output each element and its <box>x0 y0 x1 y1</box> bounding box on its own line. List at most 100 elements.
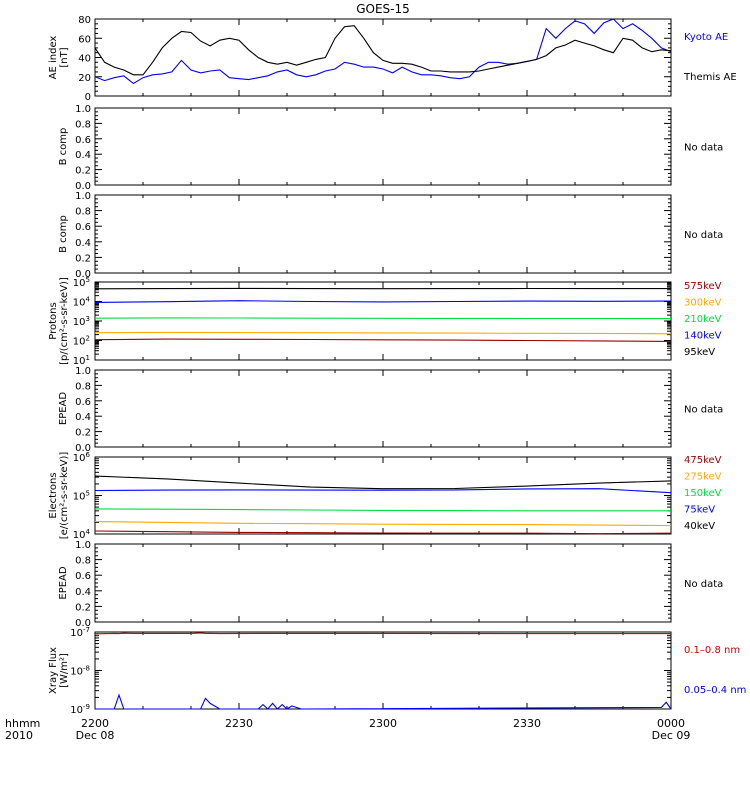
y-tick-label: 0.8 <box>75 207 91 218</box>
y-tick-label: 80 <box>78 15 91 26</box>
date-label-end: Dec 09 <box>652 729 691 742</box>
no-data-label: No data <box>684 230 723 241</box>
time-axis-left-label: 2010 <box>5 729 33 742</box>
legend-entry: 40keV <box>684 521 715 532</box>
y-tick-label: 0.6 <box>75 397 91 408</box>
y-tick-label: 20 <box>78 73 91 84</box>
panel-group: 0 20 40 60 80 AE index[nT] Kyoto AE Themis AE 0.… <box>48 15 746 716</box>
y-axis-label: [p/(cm²-s-sr-keV)] <box>59 277 70 365</box>
series-line-140kev <box>95 301 671 303</box>
legend-entry: 75keV <box>684 505 715 516</box>
y-tick-label: 103 <box>73 315 90 328</box>
y-tick-label: 1.0 <box>75 366 91 377</box>
time-tick-label: 2330 <box>513 717 541 730</box>
y-axis-label: EPEAD <box>58 566 69 600</box>
y-axis-label: B comp <box>58 128 69 166</box>
no-data-label: No data <box>684 143 723 154</box>
no-data-label: No data <box>684 579 723 590</box>
y-tick-label: 102 <box>73 335 90 348</box>
y-axis-label: Electrons <box>48 472 59 518</box>
y-tick-label: 1.0 <box>75 540 91 551</box>
legend-entry: 475keV <box>684 455 722 466</box>
panel-ae: 0 20 40 60 80 AE index[nT] Kyoto AE Themis AE <box>48 15 737 103</box>
y-tick-label: 104 <box>73 296 91 309</box>
y-tick-label: 0.2 <box>75 602 91 613</box>
legend-entry: 0.1–0.8 nm <box>684 645 740 656</box>
series-line-themis-ae <box>95 26 671 75</box>
y-tick-label: 0.4 <box>75 150 91 161</box>
y-tick-label: 0.2 <box>75 253 91 264</box>
panel-frame <box>95 108 671 185</box>
y-axis-label: AE index <box>48 36 59 80</box>
y-tick-label: 0 <box>85 92 91 103</box>
panel-frame <box>95 195 671 273</box>
panel-protons: 101102103104105Protons[p/(cm²-s-sr-keV)]… <box>48 276 722 367</box>
y-tick-label: 10-8 <box>70 665 90 678</box>
legend-entry: Themis AE <box>683 72 737 83</box>
time-tick-label: 2230 <box>225 717 253 730</box>
legend-entry: 300keV <box>684 298 722 309</box>
legend-entry: 95keV <box>684 347 715 358</box>
y-tick-label: 0.8 <box>75 556 91 567</box>
y-tick-label: 0.8 <box>75 119 91 130</box>
y-tick-label: 40 <box>78 54 91 65</box>
y-tick-label: 10-9 <box>70 703 90 716</box>
y-tick-label: 0.4 <box>75 412 91 423</box>
y-axis-label: [nT] <box>59 47 70 67</box>
y-tick-label: 0.6 <box>75 571 91 582</box>
y-tick-label: 0.4 <box>75 238 91 249</box>
y-tick-label: 0.8 <box>75 381 91 392</box>
y-tick-label: 0.6 <box>75 135 91 146</box>
panel-frame <box>95 19 671 96</box>
y-tick-label: 10-7 <box>70 626 90 639</box>
y-tick-label: 1.0 <box>75 104 91 115</box>
y-axis-label: [W/m²] <box>59 653 70 688</box>
series-line-210kev <box>95 318 671 319</box>
y-tick-label: 105 <box>73 490 90 503</box>
time-axis: hhmm 2010 2200 2230 2300 2330 0000 Dec 0… <box>5 717 690 742</box>
y-tick-label: 60 <box>78 34 91 45</box>
y-tick-label: 1.0 <box>75 191 91 202</box>
series-line-575kev <box>95 339 671 341</box>
y-tick-label: 0.2 <box>75 166 91 177</box>
y-tick-label: 0.2 <box>75 428 91 439</box>
y-axis-label: EPEAD <box>58 392 69 426</box>
panel-frame <box>95 544 671 622</box>
legend-entry: 575keV <box>684 281 722 292</box>
y-axis-label: Protons <box>48 302 59 339</box>
panel-frame <box>95 632 671 709</box>
y-tick-label: 106 <box>73 451 91 464</box>
y-tick-label: 105 <box>73 276 90 289</box>
series-line-40kev <box>95 476 671 489</box>
series-line-kyoto-ae <box>95 19 671 84</box>
y-tick-label: 0.6 <box>75 222 91 233</box>
series-line-150kev <box>95 509 671 511</box>
date-label-start: Dec 08 <box>76 729 115 742</box>
panel-frame <box>95 282 671 360</box>
legend-entry: 275keV <box>684 472 722 483</box>
series-line-0-1-0-8-nm <box>95 633 671 634</box>
series-line-300kev <box>95 332 671 333</box>
legend-entry: 0.05–0.4 nm <box>684 685 746 696</box>
y-axis-label: [e/(cm²-s-sr-keV)] <box>59 452 70 540</box>
y-axis-label: B comp <box>58 215 69 253</box>
y-tick-label: 0.4 <box>75 587 91 598</box>
no-data-label: No data <box>684 405 723 416</box>
series-line-275kev <box>95 522 671 526</box>
time-tick-label: 2300 <box>369 717 397 730</box>
plot-title: GOES-15 <box>356 2 410 16</box>
legend-entry: 140keV <box>684 331 722 342</box>
panel-xray: 10-9 10-8 10-7 Xray Flux[W/m²] 0.1–0.8 nm 0.0… <box>48 626 746 716</box>
y-axis-label: Xray Flux <box>48 647 59 694</box>
panel-frame <box>95 370 671 447</box>
legend-entry: Kyoto AE <box>684 32 728 43</box>
legend-entry: 150keV <box>684 488 722 499</box>
panel-electrons: 104105106Electrons[e/(cm²-s-sr-keV)]475k… <box>48 451 722 541</box>
legend-entry: 210keV <box>684 314 722 325</box>
